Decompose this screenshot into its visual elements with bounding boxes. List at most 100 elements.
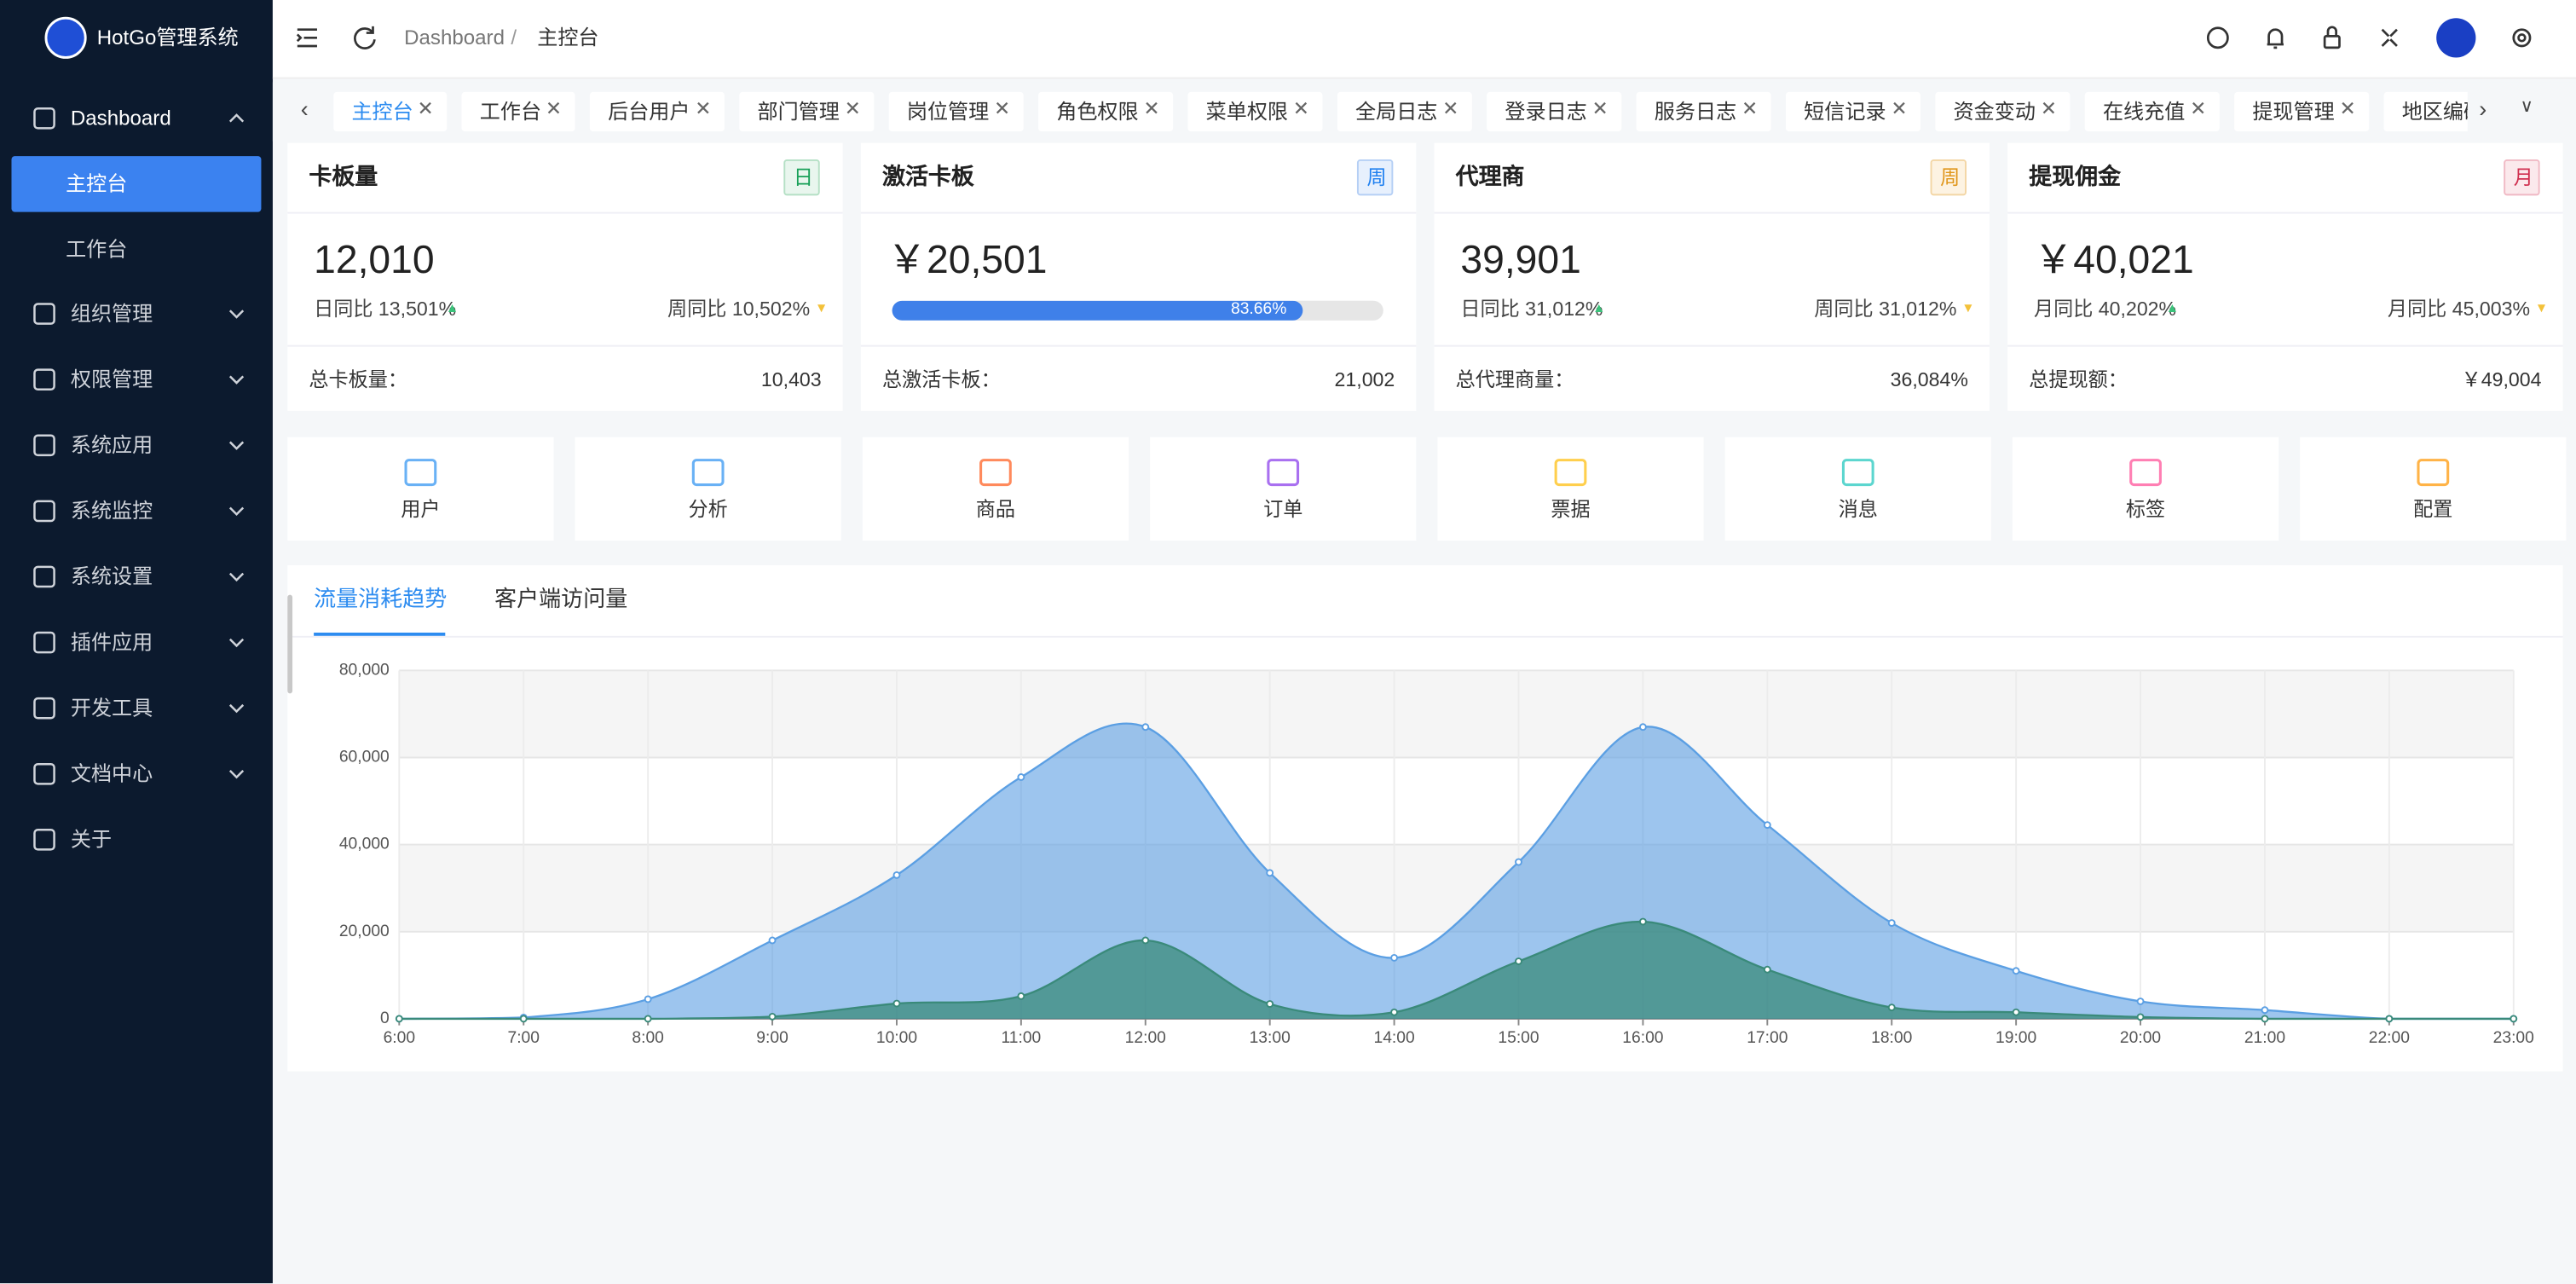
lock-icon[interactable] [2323, 35, 2341, 49]
point [1638, 917, 1647, 926]
tab[interactable]: 主控台 ✕ [333, 91, 448, 132]
shortcut-label: 用户 [401, 497, 441, 521]
shortcut[interactable]: 标签 [2012, 437, 2279, 541]
fullscreen-icon[interactable] [2381, 28, 2398, 47]
tab-next[interactable]: › [2479, 95, 2487, 122]
shortcut[interactable]: 票据 [1437, 437, 1704, 541]
tab[interactable]: 全局日志 ✕ [1337, 91, 1472, 132]
shortcut[interactable]: 配置 [2300, 437, 2567, 541]
menu-item[interactable]: 文档中心 [70, 761, 153, 785]
menu-item[interactable]: 组织管理 [70, 301, 153, 325]
settings-icon[interactable] [2512, 28, 2532, 48]
tab[interactable]: 部门管理 ✕ [739, 91, 875, 132]
badge-label: 日 [793, 165, 814, 189]
point [1887, 1003, 1896, 1012]
tab[interactable]: 后台用户 ✕ [589, 91, 725, 132]
shortcut-icon [1267, 459, 1300, 487]
stat-card: 卡板量 日 12,010 日同比 13,501% ▲ 周同比 10,502% ▼ 总卡板量： 1… [287, 142, 843, 411]
shortcut-label: 分析 [688, 497, 728, 521]
x-tick-label: 21:00 [2244, 1029, 2285, 1047]
tab[interactable]: 资金变动 ✕ [1935, 91, 2071, 132]
menu-item[interactable]: 插件应用 [70, 630, 153, 654]
menu-item[interactable]: Dashboard [70, 106, 171, 130]
menu-item[interactable]: 系统设置 [70, 564, 153, 588]
app-title: HotGo管理系统 [96, 25, 239, 49]
shortcut[interactable]: 商品 [862, 437, 1129, 541]
y-tick-label: 60,000 [339, 749, 390, 766]
tab[interactable]: 菜单权限 ✕ [1187, 91, 1323, 132]
tab-prev[interactable]: ‹ [300, 95, 309, 122]
x-tick-label: 11:00 [1001, 1029, 1041, 1047]
tab-close: ✕ [1591, 96, 1609, 120]
tab-menu[interactable]: ∨ [2520, 96, 2534, 117]
tab-label: 菜单权限 [1205, 99, 1289, 123]
chart-tab[interactable]: 客户端访问量 [494, 586, 628, 611]
bell-icon[interactable] [2267, 28, 2284, 49]
breadcrumb[interactable]: Dashboard [404, 25, 505, 49]
point [1141, 723, 1150, 732]
tab[interactable]: 工作台 ✕ [461, 91, 575, 132]
github-icon[interactable] [2206, 26, 2229, 49]
tab[interactable]: 地区编码✕ [2383, 91, 2468, 132]
progress-bar: 83.66% [892, 300, 1303, 321]
icon-shape [404, 459, 437, 487]
menu-item[interactable]: 权限管理 [70, 367, 153, 390]
shortcut-label: 配置 [2413, 497, 2453, 521]
menu-item[interactable]: 系统监控 [70, 498, 153, 522]
tab-label: 岗位管理 [906, 99, 990, 123]
tab-label: 在线充值 [2102, 99, 2186, 123]
breadcrumb: 主控台 [537, 25, 599, 49]
progress-track: 83.66% [892, 300, 1383, 321]
tab-close: ✕ [2339, 96, 2356, 120]
tab[interactable]: 服务日志 ✕ [1636, 91, 1771, 132]
point [1390, 953, 1399, 962]
card-footer-value: ￥49,004 [2461, 367, 2542, 391]
tab[interactable]: 角色权限 ✕ [1038, 91, 1174, 132]
tab[interactable]: 登录日志 ✕ [1487, 91, 1622, 132]
chart-tab[interactable]: 流量消耗趋势 [314, 586, 448, 611]
submenu-item[interactable]: 工作台 [66, 237, 128, 261]
shortcut[interactable]: 订单 [1150, 437, 1417, 541]
tab[interactable]: 在线充值 ✕ [2084, 91, 2220, 132]
x-tick-label: 9:00 [756, 1029, 788, 1047]
collapse-icon[interactable] [296, 28, 317, 48]
trend-up: ▲ [1592, 300, 1606, 316]
menu-item[interactable]: 系统应用 [70, 432, 153, 456]
shortcut-icon [1554, 459, 1587, 487]
tab[interactable]: 短信记录 ✕ [1785, 91, 1921, 132]
area [399, 921, 2514, 1019]
shortcut[interactable]: 用户 [287, 437, 554, 541]
avatar[interactable] [2436, 18, 2476, 58]
tab-label: 主控台 [351, 99, 413, 123]
card-footer-label: 总提现额： [2029, 367, 2128, 391]
menu-arrow [228, 638, 245, 648]
menu-arrow [228, 309, 245, 319]
trend-down: ▼ [1961, 300, 1975, 316]
icon-shape [1554, 459, 1587, 487]
x-tick-label: 18:00 [1871, 1029, 1912, 1047]
point [1515, 858, 1522, 866]
shortcut[interactable]: 消息 [1724, 437, 1991, 541]
tab[interactable]: 提现管理 ✕ [2234, 91, 2370, 132]
shortcut-label: 订单 [1263, 497, 1303, 521]
tab[interactable]: 岗位管理 ✕ [888, 91, 1024, 132]
x-tick-label: 19:00 [1996, 1029, 2036, 1047]
menu-item[interactable]: 关于 [70, 827, 113, 851]
point [644, 1015, 652, 1023]
point [2385, 1015, 2394, 1023]
point [892, 870, 901, 879]
refresh-icon[interactable] [354, 26, 376, 49]
menu-icon [33, 500, 55, 523]
y-tick-label: 20,000 [339, 923, 390, 940]
shortcut[interactable]: 分析 [575, 437, 841, 541]
submenu-item[interactable]: 主控台 [66, 171, 128, 195]
card-title: 提现佣金 [2029, 162, 2122, 188]
menu-item[interactable]: 开发工具 [70, 696, 153, 720]
trend-up: ▲ [445, 300, 459, 316]
shortcut-icon [1841, 459, 1874, 487]
chart-tab-underline [314, 633, 446, 636]
icon-shape [691, 459, 725, 487]
tab-label: 工作台 [479, 99, 542, 123]
menu-arrow [228, 572, 245, 582]
